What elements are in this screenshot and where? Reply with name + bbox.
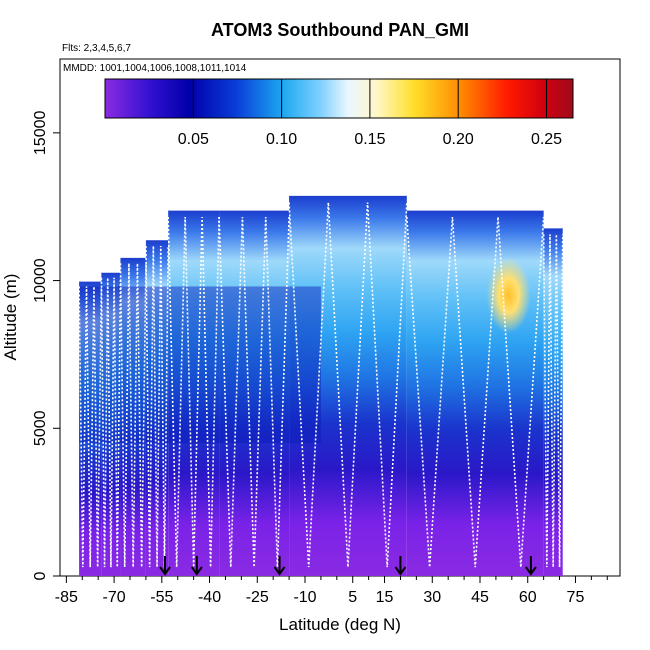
x-tick-label: -10 [293,589,316,606]
surface-marker-arrow [525,566,537,576]
surface-markers [159,556,537,576]
heatmap-column [101,271,121,576]
flight-track [406,216,545,568]
colorbar-tick-label: 0.25 [531,131,562,148]
heatmap-hotspot [486,257,531,334]
x-tick-label: 15 [376,589,394,606]
y-tick-label: 10000 [32,258,49,303]
flight-track [288,202,408,568]
x-tick-label: 45 [471,589,489,606]
colorbar-tick-label: 0.20 [443,131,474,148]
chart-title: ATOM3 Southbound PAN_GMI [211,20,469,40]
flight-track [145,245,169,568]
x-tick-label: 30 [423,589,441,606]
y-tick-label: 0 [32,571,49,580]
heatmap-column [289,194,407,576]
x-tick-label: 75 [567,589,585,606]
heatmap-column [168,209,220,576]
y-tick-label: 15000 [32,111,49,156]
dates-label: MMDD: 1001,1004,1006,1008,1011,1014 [63,63,247,74]
surface-marker-arrow [159,566,171,576]
flight-track [78,286,103,568]
x-tick-label: 60 [519,589,537,606]
flight-track [542,234,564,568]
colorbar-tick-label: 0.10 [266,131,297,148]
surface-marker-arrow [191,566,203,576]
x-axis-title: Latitude (deg N) [279,615,401,634]
colorbar: 0.05 0.10 0.15 0.20 0.25 [104,78,574,148]
y-axis: 0 5000 10000 15000 [32,111,60,580]
heatmap-column [79,280,102,576]
x-tick-label: -40 [198,589,221,606]
x-tick-label: -25 [246,589,269,606]
colorbar-tick-label: 0.15 [354,131,385,148]
surface-marker-arrow [394,566,407,576]
heatmap-column [543,227,563,576]
flights-label: Flts: 2,3,4,5,6,7 [62,43,131,54]
y-axis-title: Altitude (m) [1,274,20,361]
y-tick-label: 5000 [32,410,49,446]
x-tick-label: -70 [103,589,126,606]
flight-track [100,277,122,568]
colorbar-bar [104,78,574,119]
x-tick-label: -85 [55,589,78,606]
surface-marker-arrow [273,566,286,576]
x-tick-label: 5 [348,589,357,606]
x-tick-label: -55 [150,589,173,606]
colorbar-tick-label: 0.05 [178,131,209,148]
heatmap-column [219,209,290,576]
x-axis: -85 -70 -55 -40 -25 -10 5 15 30 45 60 75 [55,576,608,606]
heatmap-column [145,239,169,576]
flight-tracks [78,193,564,568]
heatmap-field [79,194,563,576]
